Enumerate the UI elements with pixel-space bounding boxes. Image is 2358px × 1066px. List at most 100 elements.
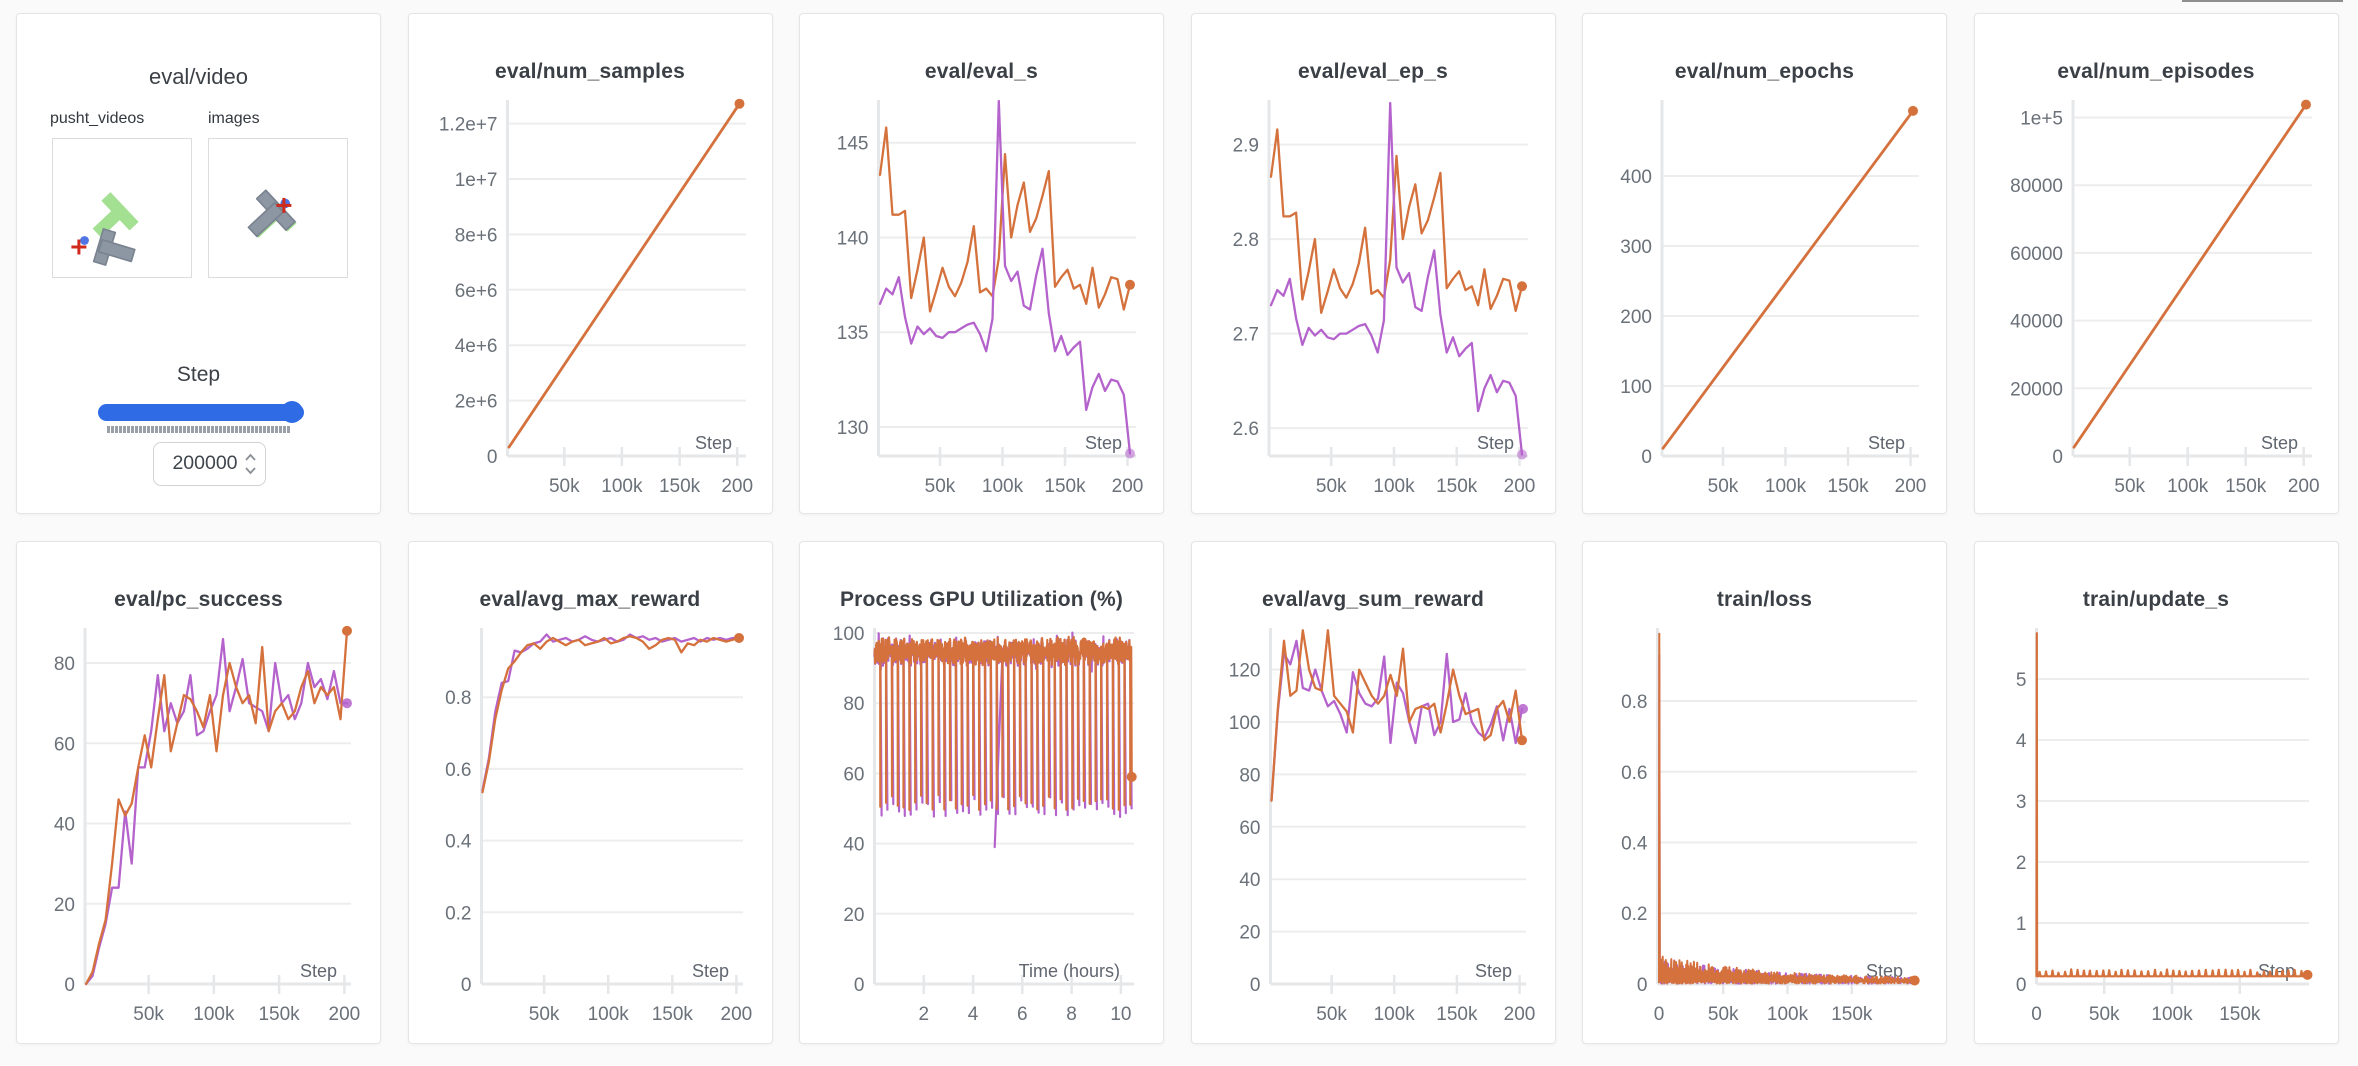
svg-text:0: 0	[486, 447, 497, 468]
svg-text:50k: 50k	[2114, 476, 2145, 497]
svg-text:100k: 100k	[1373, 1004, 1415, 1025]
svg-text:80: 80	[54, 654, 75, 675]
svg-text:Step: Step	[691, 961, 728, 981]
svg-text:Step: Step	[1474, 961, 1511, 981]
svg-text:80: 80	[843, 694, 864, 715]
svg-text:6: 6	[1017, 1004, 1028, 1025]
svg-text:135: 135	[837, 323, 869, 344]
svg-text:Step: Step	[694, 433, 731, 453]
svg-text:150k: 150k	[1436, 1004, 1478, 1025]
svg-text:0: 0	[854, 975, 865, 996]
svg-text:100k: 100k	[1767, 1004, 1809, 1025]
svg-text:2.6: 2.6	[1232, 419, 1258, 440]
svg-text:150k: 150k	[2225, 476, 2267, 497]
svg-text:300: 300	[1620, 237, 1652, 258]
svg-text:60000: 60000	[2010, 244, 2063, 265]
svg-text:200: 200	[1112, 476, 1144, 497]
svg-text:50k: 50k	[925, 476, 956, 497]
svg-text:50k: 50k	[133, 1004, 164, 1025]
svg-text:200: 200	[1503, 476, 1535, 497]
svg-text:120: 120	[1228, 661, 1260, 682]
svg-text:1e+5: 1e+5	[2020, 109, 2063, 130]
svg-text:0: 0	[2052, 447, 2063, 468]
svg-text:100k: 100k	[2167, 476, 2209, 497]
svg-text:0.4: 0.4	[1621, 834, 1648, 855]
svg-text:Step: Step	[1868, 433, 1905, 453]
svg-text:0.8: 0.8	[1621, 692, 1647, 713]
svg-text:400: 400	[1620, 167, 1652, 188]
svg-text:50k: 50k	[1316, 1004, 1347, 1025]
svg-text:Step: Step	[300, 961, 337, 981]
svg-text:0: 0	[1249, 975, 1260, 996]
svg-text:8e+6: 8e+6	[454, 225, 497, 246]
svg-text:100k: 100k	[2151, 1004, 2193, 1025]
svg-text:150k: 150k	[1436, 476, 1478, 497]
svg-text:50k: 50k	[548, 476, 579, 497]
svg-text:100k: 100k	[1765, 476, 1807, 497]
svg-text:20000: 20000	[2010, 379, 2063, 400]
svg-text:5: 5	[2015, 670, 2026, 691]
svg-text:200: 200	[1503, 1004, 1535, 1025]
svg-text:2e+6: 2e+6	[454, 392, 497, 413]
svg-text:20: 20	[843, 905, 864, 926]
svg-text:2.8: 2.8	[1232, 230, 1258, 251]
svg-text:2: 2	[2015, 853, 2026, 874]
svg-text:200: 200	[721, 476, 753, 497]
svg-text:150k: 150k	[658, 476, 700, 497]
svg-text:140: 140	[837, 229, 869, 250]
svg-text:8: 8	[1066, 1004, 1077, 1025]
svg-text:80000: 80000	[2010, 176, 2063, 197]
svg-text:150k: 150k	[1827, 476, 1869, 497]
svg-text:130: 130	[837, 418, 869, 439]
svg-text:150k: 150k	[1831, 1004, 1873, 1025]
svg-text:Step: Step	[1866, 961, 1903, 981]
svg-text:100: 100	[1228, 713, 1260, 734]
svg-text:40: 40	[1239, 870, 1260, 891]
svg-text:50k: 50k	[2088, 1004, 2119, 1025]
svg-text:100: 100	[1620, 377, 1652, 398]
svg-text:50k: 50k	[1315, 476, 1346, 497]
svg-text:50k: 50k	[1708, 476, 1739, 497]
svg-text:20: 20	[1239, 923, 1260, 944]
svg-text:2.9: 2.9	[1232, 136, 1258, 157]
svg-text:200: 200	[720, 1004, 752, 1025]
svg-text:1e+7: 1e+7	[454, 170, 497, 191]
svg-text:50k: 50k	[1708, 1004, 1739, 1025]
svg-text:150k: 150k	[651, 1004, 693, 1025]
svg-text:10: 10	[1110, 1004, 1131, 1025]
svg-text:Step: Step	[1085, 433, 1122, 453]
svg-text:60: 60	[1239, 818, 1260, 839]
svg-text:40000: 40000	[2010, 312, 2063, 333]
svg-text:0: 0	[2015, 975, 2026, 996]
svg-text:1: 1	[2015, 914, 2026, 935]
svg-text:40: 40	[54, 815, 75, 836]
svg-text:145: 145	[837, 134, 869, 155]
svg-text:150k: 150k	[1044, 476, 1086, 497]
svg-text:Time (hours): Time (hours)	[1019, 961, 1120, 981]
svg-text:0.6: 0.6	[1621, 763, 1647, 784]
svg-text:60: 60	[54, 734, 75, 755]
svg-text:100k: 100k	[193, 1004, 235, 1025]
svg-text:60: 60	[843, 764, 864, 785]
svg-text:4e+6: 4e+6	[454, 336, 497, 357]
svg-text:100k: 100k	[601, 476, 643, 497]
svg-text:40: 40	[843, 835, 864, 856]
svg-text:3: 3	[2015, 792, 2026, 813]
svg-text:150k: 150k	[258, 1004, 300, 1025]
svg-text:200: 200	[1895, 476, 1927, 497]
svg-text:100: 100	[833, 624, 865, 645]
svg-text:200: 200	[2287, 476, 2319, 497]
svg-text:50k: 50k	[528, 1004, 559, 1025]
svg-text:0: 0	[64, 975, 75, 996]
svg-text:1.2e+7: 1.2e+7	[438, 115, 497, 136]
svg-text:0.4: 0.4	[445, 832, 472, 853]
svg-text:100k: 100k	[982, 476, 1024, 497]
svg-text:0: 0	[460, 975, 471, 996]
svg-text:0.2: 0.2	[445, 903, 471, 924]
svg-text:150k: 150k	[2219, 1004, 2261, 1025]
svg-text:0: 0	[1641, 447, 1652, 468]
svg-text:80: 80	[1239, 765, 1260, 786]
svg-text:6e+6: 6e+6	[454, 281, 497, 302]
svg-text:2.7: 2.7	[1232, 325, 1258, 346]
svg-text:0: 0	[1654, 1004, 1665, 1025]
